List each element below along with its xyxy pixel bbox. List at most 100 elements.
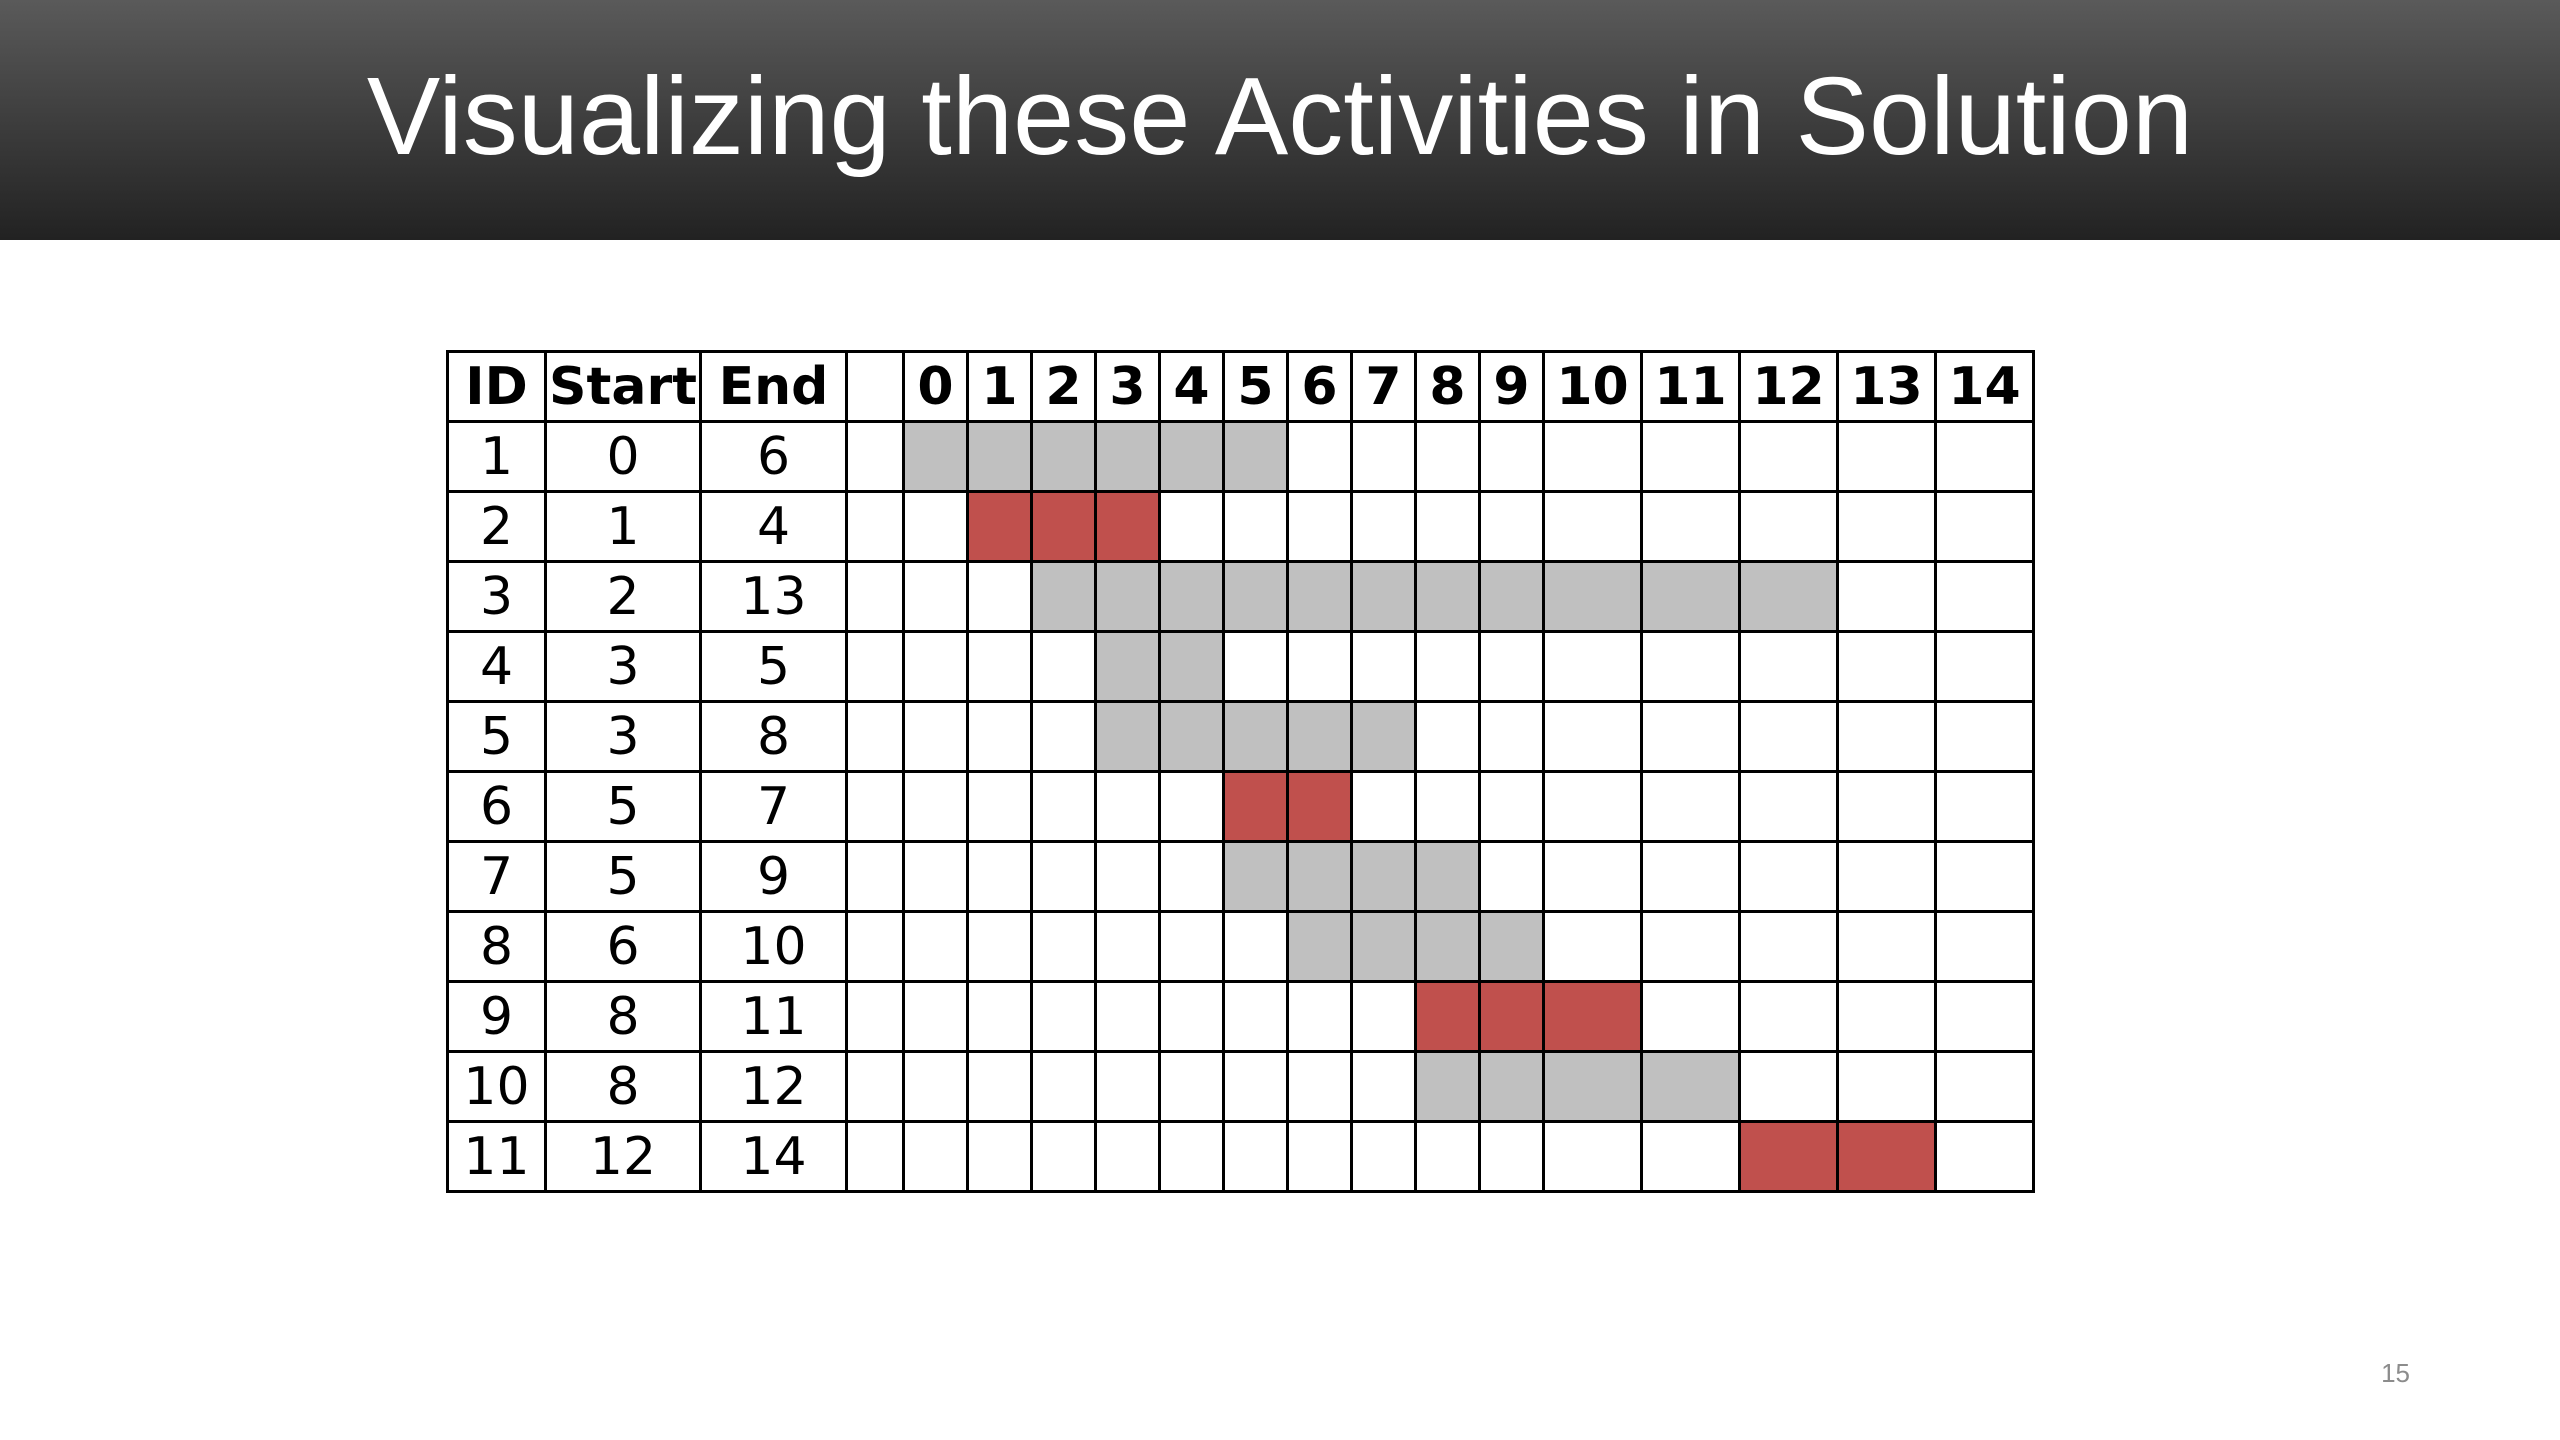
timeline-cell-active bbox=[1640, 560, 1741, 633]
timeline-cell-empty bbox=[1350, 1120, 1417, 1193]
timeline-cell-empty bbox=[1478, 840, 1545, 913]
cell-id: 9 bbox=[446, 980, 547, 1053]
timeline-cell-empty bbox=[1934, 770, 2035, 843]
timeline-cell-empty bbox=[1934, 490, 2035, 563]
timeline-cell-active bbox=[1286, 700, 1353, 773]
timeline-cell-active bbox=[1030, 560, 1097, 633]
cell-gap bbox=[845, 980, 905, 1053]
timeline-cell-empty bbox=[1478, 630, 1545, 703]
timeline-cell-empty bbox=[1158, 1120, 1225, 1193]
cell-start: 0 bbox=[544, 420, 702, 493]
timeline-cell-empty bbox=[1738, 490, 1839, 563]
timeline-cell-active bbox=[1222, 420, 1289, 493]
cell-end: 4 bbox=[699, 490, 848, 563]
timeline-cell-active bbox=[1738, 560, 1839, 633]
timeline-cell-empty bbox=[1222, 490, 1289, 563]
timeline-cell-empty bbox=[1934, 560, 2035, 633]
cell-end: 14 bbox=[699, 1120, 848, 1193]
timeline-cell-active bbox=[1350, 700, 1417, 773]
cell-gap bbox=[845, 910, 905, 983]
timeline-cell-empty bbox=[1738, 840, 1839, 913]
timeline-cell-empty bbox=[1030, 840, 1097, 913]
timeline-cell-empty bbox=[1350, 980, 1417, 1053]
header-time-10: 10 bbox=[1542, 350, 1643, 423]
cell-id: 8 bbox=[446, 910, 547, 983]
timeline-cell-empty bbox=[966, 980, 1033, 1053]
timeline-cell-active bbox=[1542, 560, 1643, 633]
cell-id: 5 bbox=[446, 700, 547, 773]
cell-end: 8 bbox=[699, 700, 848, 773]
table-row: 9 8 11 bbox=[446, 980, 2035, 1053]
timeline-cell-active bbox=[1414, 1050, 1481, 1123]
timeline-cell-empty bbox=[1414, 700, 1481, 773]
cell-start: 6 bbox=[544, 910, 702, 983]
timeline-cell-empty bbox=[1542, 700, 1643, 773]
timeline-cell-empty bbox=[1222, 980, 1289, 1053]
timeline-cell-empty bbox=[1542, 420, 1643, 493]
cell-id: 11 bbox=[446, 1120, 547, 1193]
timeline-cell-empty bbox=[902, 840, 969, 913]
timeline-cell-empty bbox=[902, 770, 969, 843]
timeline-cell-empty bbox=[1934, 980, 2035, 1053]
timeline-cell-empty bbox=[1640, 840, 1741, 913]
timeline-cell-empty bbox=[1030, 980, 1097, 1053]
timeline-cell-active bbox=[1030, 420, 1097, 493]
timeline-cell-active bbox=[1222, 840, 1289, 913]
cell-id: 7 bbox=[446, 840, 547, 913]
timeline-cell-selected bbox=[1542, 980, 1643, 1053]
header-gap bbox=[845, 350, 905, 423]
timeline-cell-empty bbox=[1478, 420, 1545, 493]
header-time-11: 11 bbox=[1640, 350, 1741, 423]
timeline-cell-empty bbox=[966, 840, 1033, 913]
timeline-cell-active bbox=[1286, 560, 1353, 633]
timeline-cell-empty bbox=[1640, 490, 1741, 563]
timeline-cell-active bbox=[1158, 700, 1225, 773]
timeline-cell-empty bbox=[902, 1120, 969, 1193]
header-id: ID bbox=[446, 350, 547, 423]
cell-end: 13 bbox=[699, 560, 848, 633]
timeline-cell-empty bbox=[902, 490, 969, 563]
timeline-cell-empty bbox=[1836, 840, 1937, 913]
header-row: ID Start End 0 1 2 3 4 5 6 7 8 9 10 11 12 13 14 bbox=[446, 350, 2035, 423]
cell-gap bbox=[845, 560, 905, 633]
cell-end: 12 bbox=[699, 1050, 848, 1123]
timeline-cell-active bbox=[1478, 560, 1545, 633]
timeline-cell-empty bbox=[1414, 630, 1481, 703]
header-time-3: 3 bbox=[1094, 350, 1161, 423]
timeline-cell-empty bbox=[902, 980, 969, 1053]
timeline-cell-empty bbox=[902, 630, 969, 703]
timeline-cell-empty bbox=[1478, 1120, 1545, 1193]
timeline-cell-active bbox=[966, 420, 1033, 493]
cell-gap bbox=[845, 840, 905, 913]
timeline-cell-empty bbox=[966, 770, 1033, 843]
timeline-cell-active bbox=[1350, 840, 1417, 913]
timeline-cell-empty bbox=[1836, 420, 1937, 493]
cell-end: 11 bbox=[699, 980, 848, 1053]
table-row: 11 12 14 bbox=[446, 1120, 2035, 1193]
timeline-cell-empty bbox=[1836, 1050, 1937, 1123]
cell-gap bbox=[845, 420, 905, 493]
header-time-4: 4 bbox=[1158, 350, 1225, 423]
timeline-cell-empty bbox=[1934, 1050, 2035, 1123]
timeline-cell-empty bbox=[1286, 980, 1353, 1053]
timeline-cell-empty bbox=[1094, 980, 1161, 1053]
cell-end: 10 bbox=[699, 910, 848, 983]
timeline-cell-empty bbox=[1222, 630, 1289, 703]
header-time-9: 9 bbox=[1478, 350, 1545, 423]
timeline-cell-empty bbox=[1640, 630, 1741, 703]
timeline-cell-empty bbox=[1094, 770, 1161, 843]
timeline-cell-empty bbox=[1286, 1120, 1353, 1193]
timeline-cell-empty bbox=[1738, 1050, 1839, 1123]
timeline-cell-empty bbox=[966, 630, 1033, 703]
header-time-0: 0 bbox=[902, 350, 969, 423]
header-time-8: 8 bbox=[1414, 350, 1481, 423]
cell-start: 5 bbox=[544, 840, 702, 913]
timeline-cell-active bbox=[1158, 630, 1225, 703]
table-row: 8 6 10 bbox=[446, 910, 2035, 983]
header-time-7: 7 bbox=[1350, 350, 1417, 423]
